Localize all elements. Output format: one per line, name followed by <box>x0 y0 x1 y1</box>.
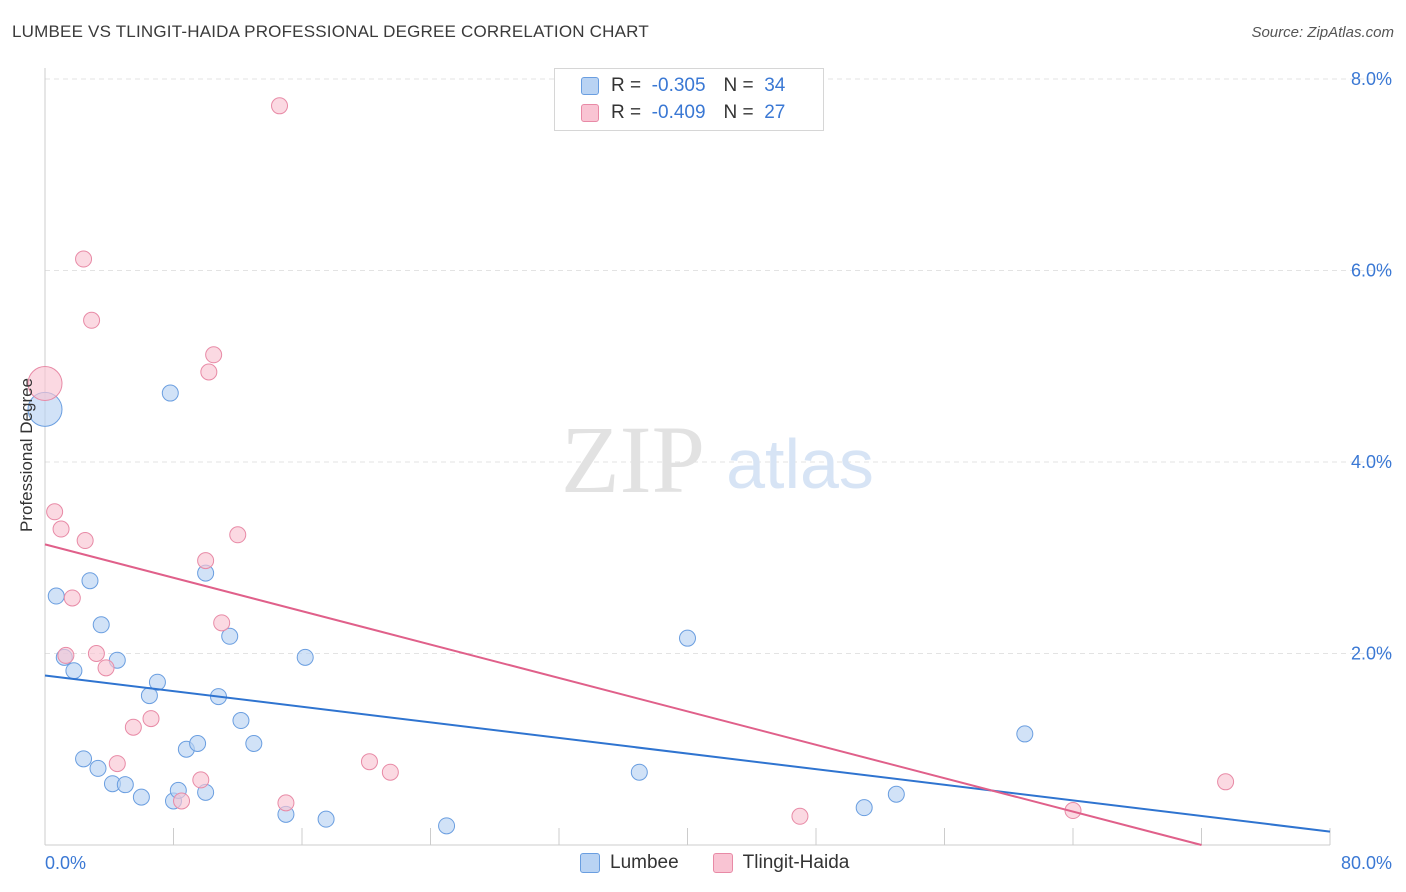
tlingit-haida-point <box>97 659 115 677</box>
lumbee-point <box>855 799 873 817</box>
tlingit-haida-point <box>63 589 81 607</box>
y-tick-label: 8.0% <box>1351 69 1392 89</box>
tlingit-haida-point <box>277 794 295 812</box>
lumbee-swatch <box>581 77 599 95</box>
source-label: Source: ZipAtlas.com <box>1251 24 1394 41</box>
tlingit-haida-point <box>124 718 142 736</box>
tlingit-haida-swatch <box>712 853 733 873</box>
tlingit-haida-point <box>197 552 215 570</box>
tlingit-haida-point <box>1217 773 1235 791</box>
axis-layer <box>44 68 1331 846</box>
x-tick-label: 80.0% <box>1341 853 1392 873</box>
lumbee-point <box>65 662 83 680</box>
tlingit-haida-point <box>76 532 94 550</box>
legend-row-tlingit-haida: R = -0.409 N = 27 <box>581 101 785 125</box>
grid-layer <box>45 78 1392 654</box>
series-legend: Lumbee Tlingit-Haida <box>580 852 883 874</box>
lumbee-point <box>148 673 166 691</box>
legend-label-tlingit-haida: Tlingit-Haida <box>742 852 850 873</box>
tlingit-haida-point <box>57 646 75 664</box>
lumbee-point <box>887 785 905 803</box>
legend-label-lumbee: Lumbee <box>610 852 679 873</box>
stats-legend: R = -0.305 N = 34 R = -0.409 N = 27 <box>554 68 824 131</box>
lumbee-point <box>317 810 335 828</box>
lumbee-point <box>630 763 648 781</box>
tlingit-haida-point <box>271 97 289 115</box>
tlingit-haida-point <box>46 503 64 521</box>
tlingit-haida-point <box>75 250 93 268</box>
lumbee-point <box>89 759 107 777</box>
lumbee-point <box>132 788 150 806</box>
lumbee-swatch <box>580 853 600 873</box>
n-label: N = <box>723 102 754 123</box>
lumbee-point <box>47 587 65 605</box>
legend-item-tlingit-haida[interactable]: Tlingit-Haida <box>712 852 850 874</box>
lumbee-point <box>75 750 93 768</box>
tlingit-haida-point <box>213 614 231 632</box>
lumbee-point <box>92 616 110 634</box>
y-axis-label: Professional Degree <box>17 377 36 533</box>
label-layer: 2.0% 4.0% 6.0% 8.0% 0.0% 80.0% <box>45 69 1392 873</box>
lumbee-trend-line <box>44 674 1331 833</box>
n-value-tlingit-haida: 27 <box>764 102 786 123</box>
points-layer <box>27 97 1235 835</box>
y-tick-label: 2.0% <box>1351 644 1392 664</box>
watermark-atlas: atlas <box>726 425 874 503</box>
tlingit-haida-point <box>173 792 191 810</box>
tlingit-haida-point <box>229 526 247 544</box>
tlingit-haida-trend-line <box>44 543 1202 846</box>
tlingit-haida-point <box>791 807 809 825</box>
lumbee-point <box>189 735 207 753</box>
tlingit-haida-point <box>360 753 378 771</box>
y-tick-label: 6.0% <box>1351 261 1392 281</box>
n-label: N = <box>723 75 754 96</box>
tlingit-haida-point <box>87 645 105 662</box>
watermark: ZIP atlas <box>561 406 874 513</box>
r-value-lumbee: -0.305 <box>651 75 706 96</box>
n-value-lumbee: 34 <box>764 75 786 96</box>
tlingit-haida-point <box>200 363 218 381</box>
tlingit-haida-point <box>142 710 160 728</box>
lumbee-point <box>161 384 179 402</box>
tlingit-haida-point <box>192 771 210 789</box>
lumbee-point <box>245 735 263 753</box>
tlingit-haida-point <box>205 346 223 364</box>
chart-title: LUMBEE VS TLINGIT-HAIDA PROFESSIONAL DEG… <box>12 22 649 41</box>
tlingit-haida-swatch <box>581 104 599 122</box>
trend-layer <box>44 543 1331 846</box>
watermark-zip: ZIP <box>561 406 705 513</box>
lumbee-point <box>116 776 134 794</box>
r-value-tlingit-haida: -0.409 <box>651 102 706 123</box>
r-label: R = <box>611 102 642 123</box>
lumbee-point <box>679 629 696 647</box>
legend-item-lumbee[interactable]: Lumbee <box>580 852 679 874</box>
lumbee-point <box>438 817 456 835</box>
legend-row-lumbee: R = -0.305 N = 34 <box>581 74 785 98</box>
lumbee-point <box>221 627 239 645</box>
lumbee-point <box>1016 725 1034 743</box>
lumbee-point <box>296 648 314 666</box>
lumbee-point <box>81 572 99 590</box>
y-tick-label: 4.0% <box>1351 452 1392 472</box>
r-label: R = <box>611 75 642 96</box>
tlingit-haida-point <box>83 311 101 329</box>
tlingit-haida-point <box>381 763 399 781</box>
tlingit-haida-point <box>27 365 63 401</box>
lumbee-point <box>232 712 250 730</box>
x-tick-label: 0.0% <box>45 853 86 873</box>
tlingit-haida-point <box>52 520 70 538</box>
tlingit-haida-point <box>108 755 126 773</box>
